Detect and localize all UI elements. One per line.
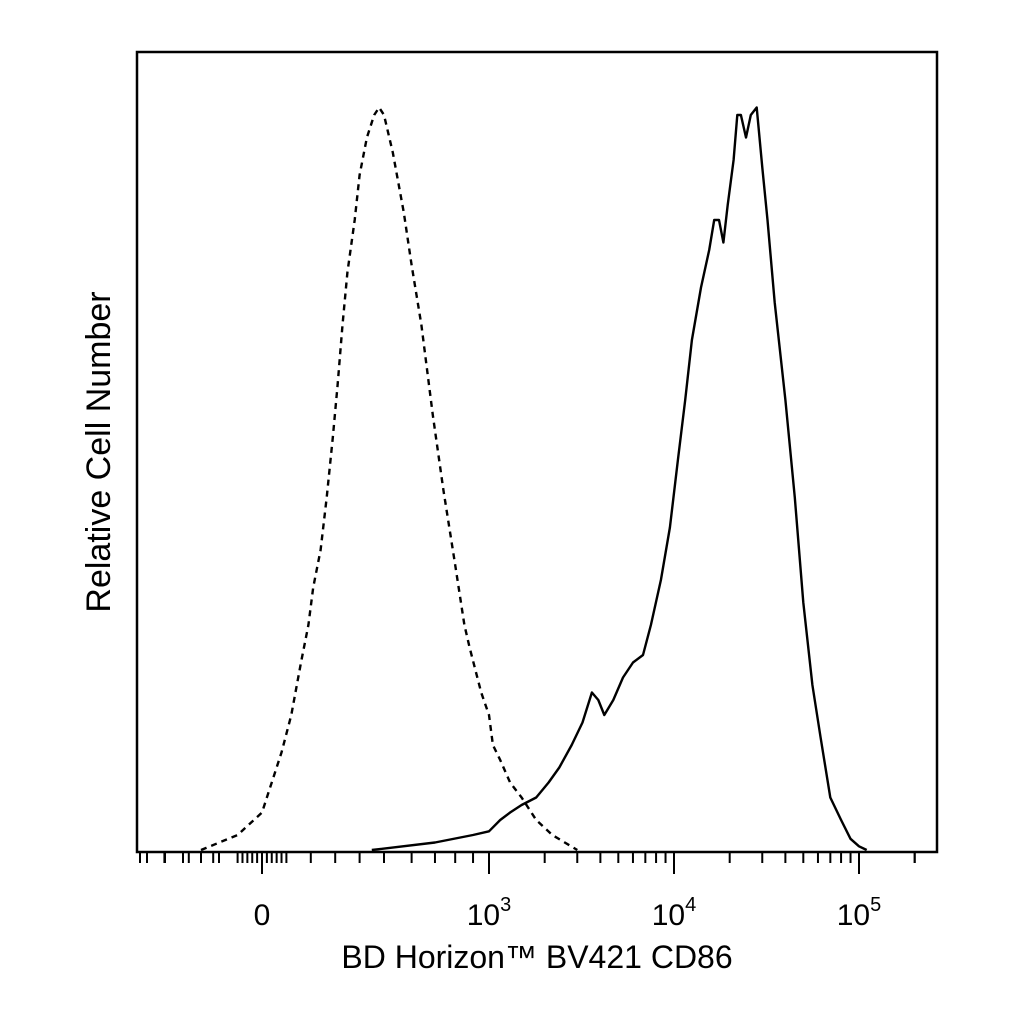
x-tick-label: 104	[652, 894, 697, 932]
plot-frame	[135, 50, 939, 854]
x-tick-label: 0	[254, 899, 271, 932]
isotype-control-curve	[200, 106, 578, 852]
x-axis-tick-labels: 0 103 104 105	[254, 894, 882, 932]
x-axis-ticks	[139, 852, 916, 874]
histogram-curves	[200, 106, 868, 852]
x-axis-label: BD Horizon™ BV421 CD86	[341, 939, 732, 975]
x-tick-label: 103	[467, 894, 512, 932]
y-axis-label: Relative Cell Number	[80, 291, 118, 612]
cd86-stained-curve	[371, 106, 868, 852]
x-tick-label: 105	[837, 894, 882, 932]
